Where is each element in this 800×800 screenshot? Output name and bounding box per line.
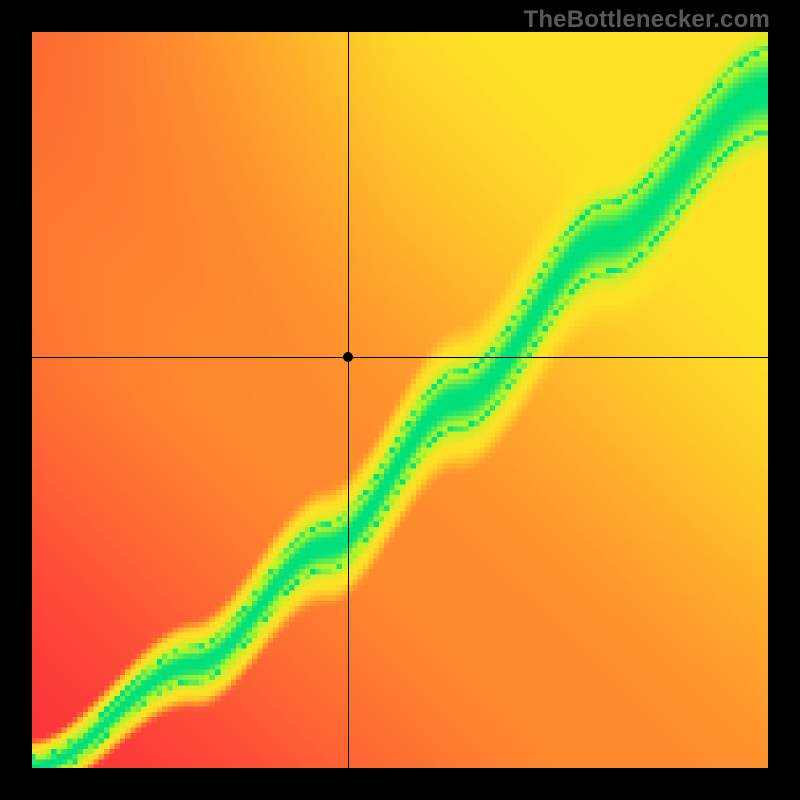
bottleneck-heatmap [30,30,770,770]
figure-frame: TheBottlenecker.com [0,0,800,800]
plot-area [30,30,770,770]
crosshair-marker-dot [343,352,353,362]
